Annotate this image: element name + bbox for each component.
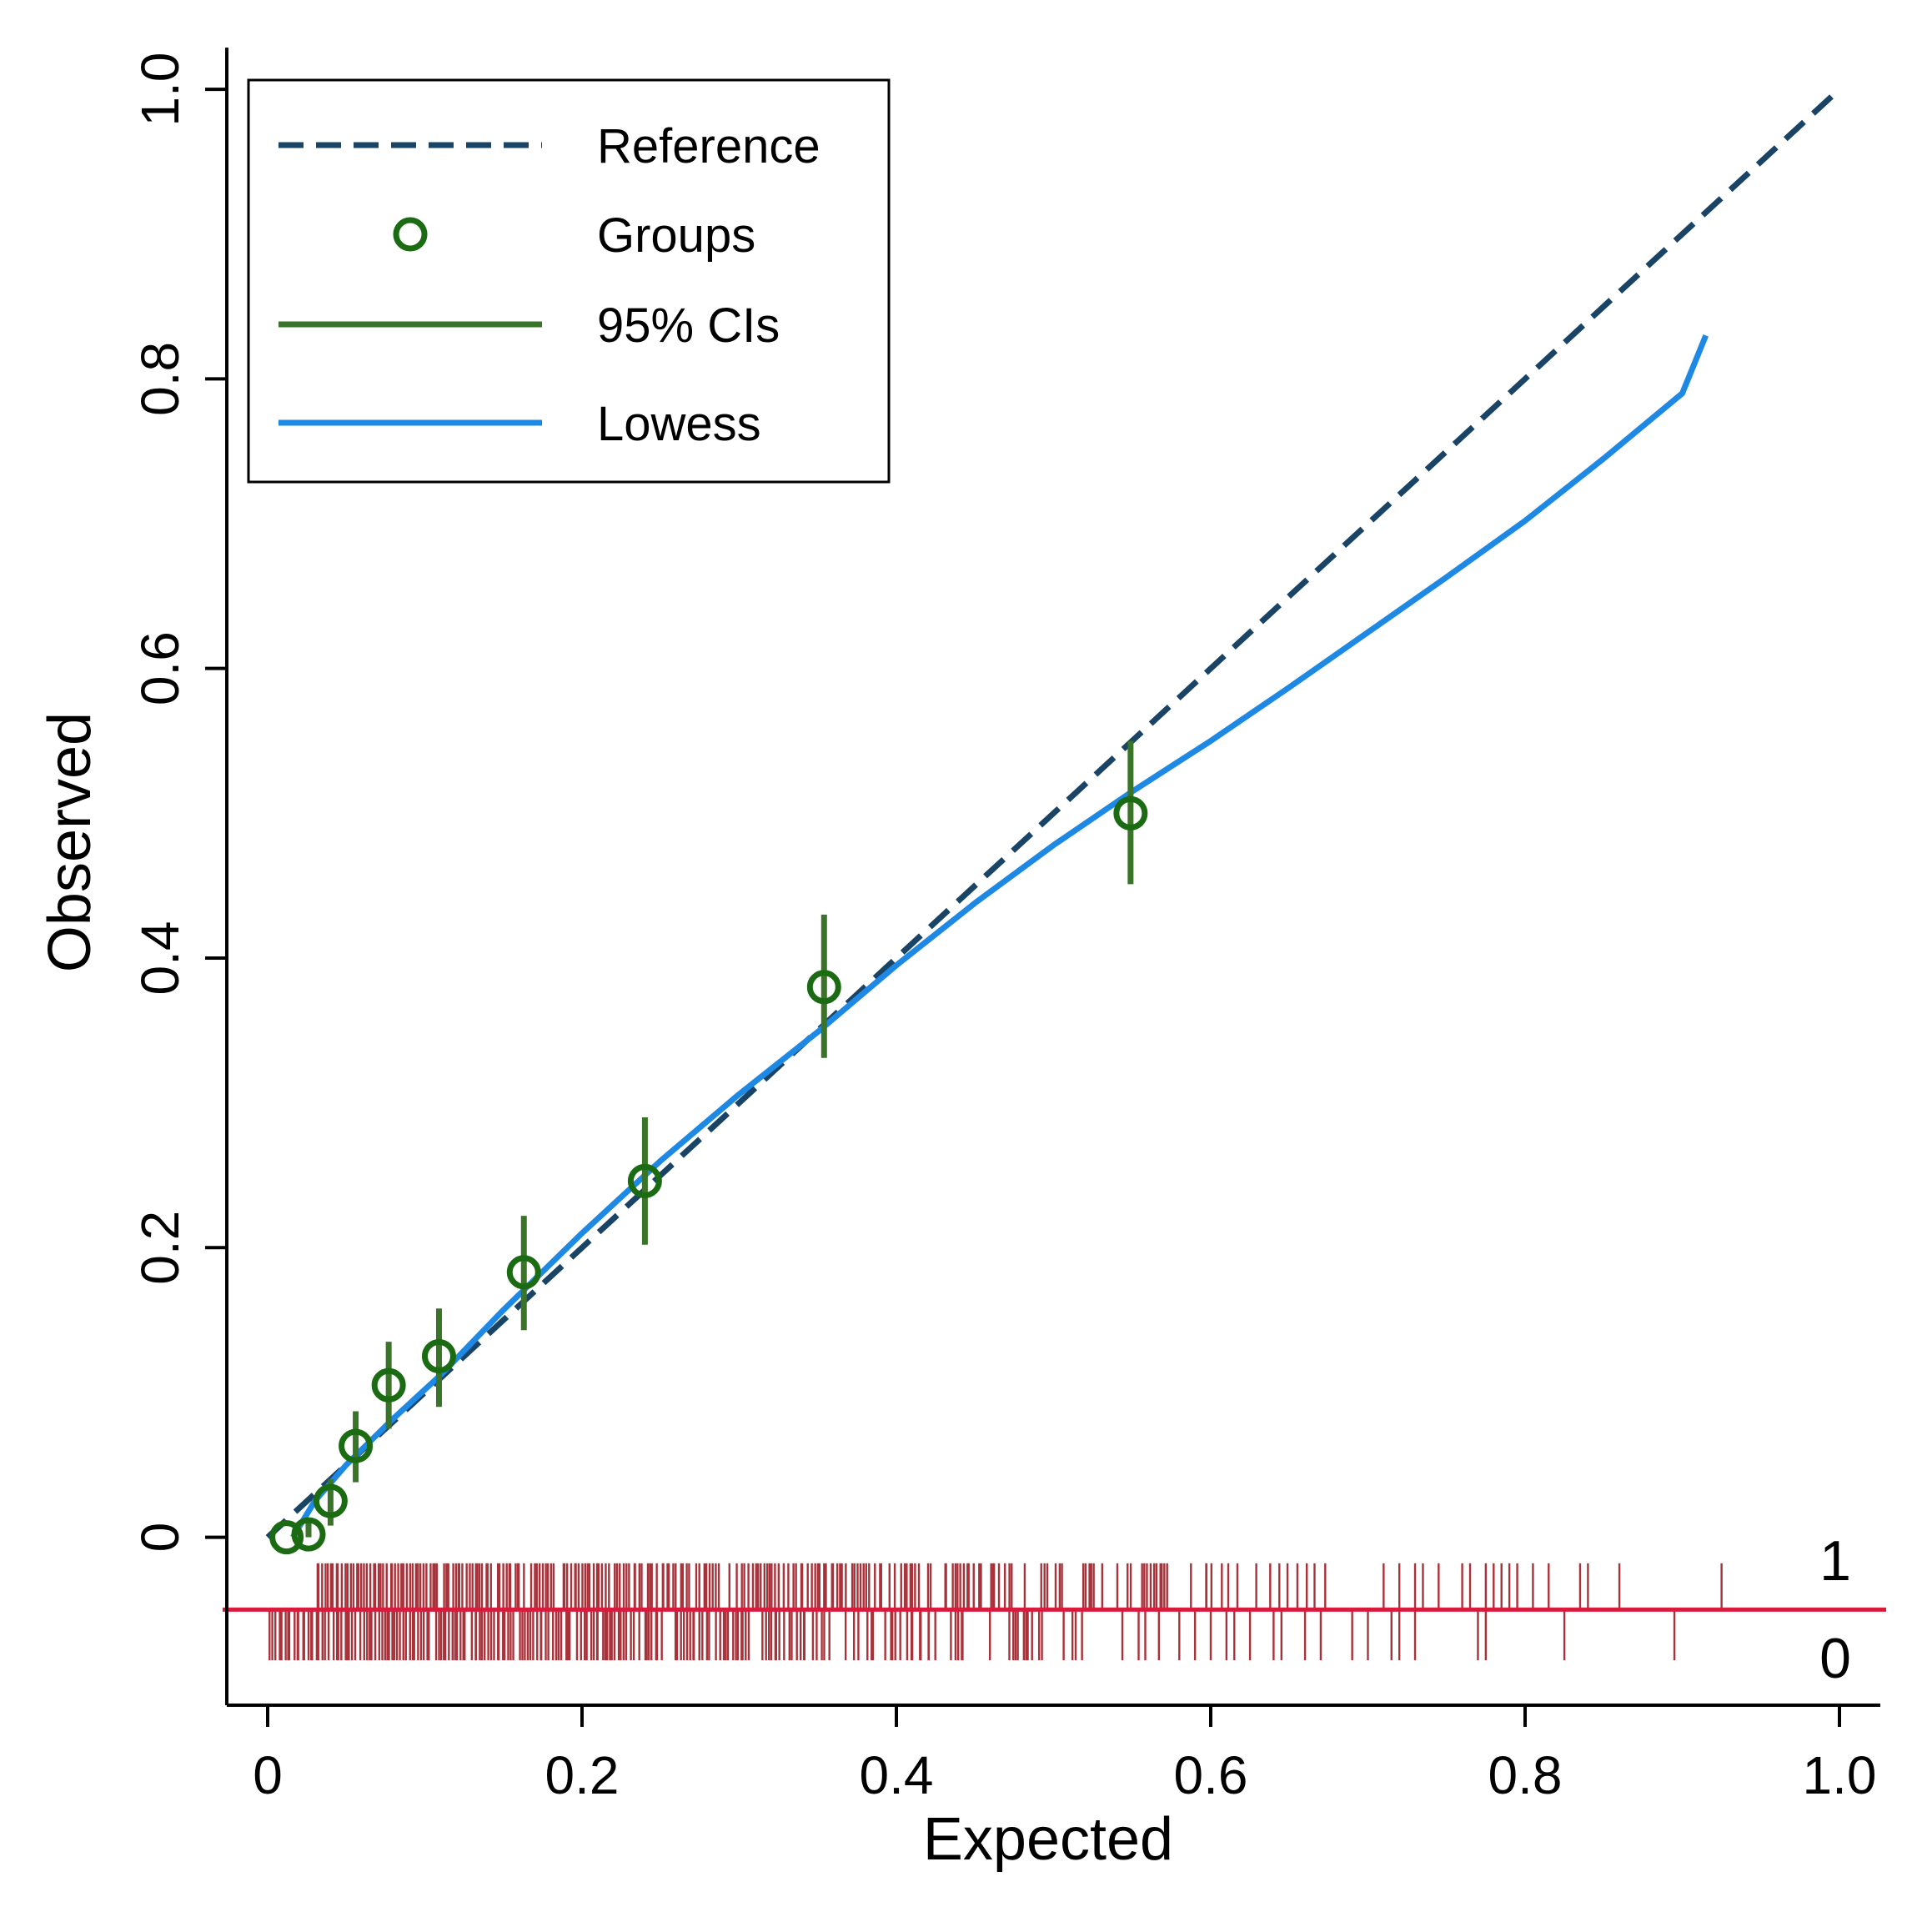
x-tick-label: 0.2 bbox=[545, 1745, 620, 1805]
x-tick-label: 1.0 bbox=[1803, 1745, 1877, 1805]
y-axis-title: Observed bbox=[37, 712, 103, 972]
group-point bbox=[627, 1163, 662, 1198]
outcome-label-nonevents: 0 bbox=[1819, 1627, 1851, 1690]
legend-ci-label: 95% CIs bbox=[597, 299, 780, 353]
y-tick-label: 1.0 bbox=[130, 53, 190, 127]
group-point bbox=[313, 1483, 348, 1518]
x-tick-label: 0.6 bbox=[1174, 1745, 1248, 1805]
legend-groups-label: Groups bbox=[597, 208, 755, 263]
group-points bbox=[269, 795, 1148, 1555]
group-point bbox=[269, 1520, 304, 1555]
y-tick-label: 0.8 bbox=[130, 342, 190, 416]
y-tick-label: 0.4 bbox=[130, 921, 190, 995]
outcome-label-events: 1 bbox=[1819, 1529, 1851, 1593]
group-point bbox=[506, 1255, 541, 1290]
y-tick-label: 0.6 bbox=[130, 631, 190, 705]
y-tick-label: 0 bbox=[130, 1523, 190, 1553]
group-point bbox=[1113, 795, 1148, 831]
lowess-line bbox=[290, 334, 1709, 1539]
legend-groups-swatch bbox=[393, 217, 428, 252]
group-point bbox=[339, 1428, 374, 1463]
y-axis-ticks: 0 0.2 0.4 0.6 0.8 1.0 bbox=[130, 53, 227, 1553]
y-tick-label: 0.2 bbox=[130, 1211, 190, 1285]
group-point bbox=[806, 970, 841, 1005]
x-tick-label: 0.8 bbox=[1488, 1745, 1563, 1805]
x-axis-ticks: 0 0.2 0.4 0.6 0.8 1.0 bbox=[253, 1705, 1876, 1805]
group-point bbox=[421, 1339, 456, 1374]
group-point bbox=[371, 1367, 406, 1403]
group-point bbox=[291, 1517, 326, 1552]
x-tick-label: 0 bbox=[253, 1745, 283, 1805]
reference-line bbox=[265, 87, 1842, 1540]
legend-reference-label: Reference bbox=[597, 119, 820, 173]
legend: Reference Groups 95% CIs Lowess bbox=[247, 78, 891, 484]
x-axis-title: Expected bbox=[923, 1806, 1173, 1873]
axes: 0 0.2 0.4 0.6 0.8 1.0 0 0.2 0.4 0.6 0.8 1.0 bbox=[130, 48, 1880, 1805]
rug-plot bbox=[268, 1563, 1723, 1661]
legend-lowess-label: Lowess bbox=[597, 397, 761, 451]
x-tick-label: 0.4 bbox=[860, 1745, 934, 1805]
